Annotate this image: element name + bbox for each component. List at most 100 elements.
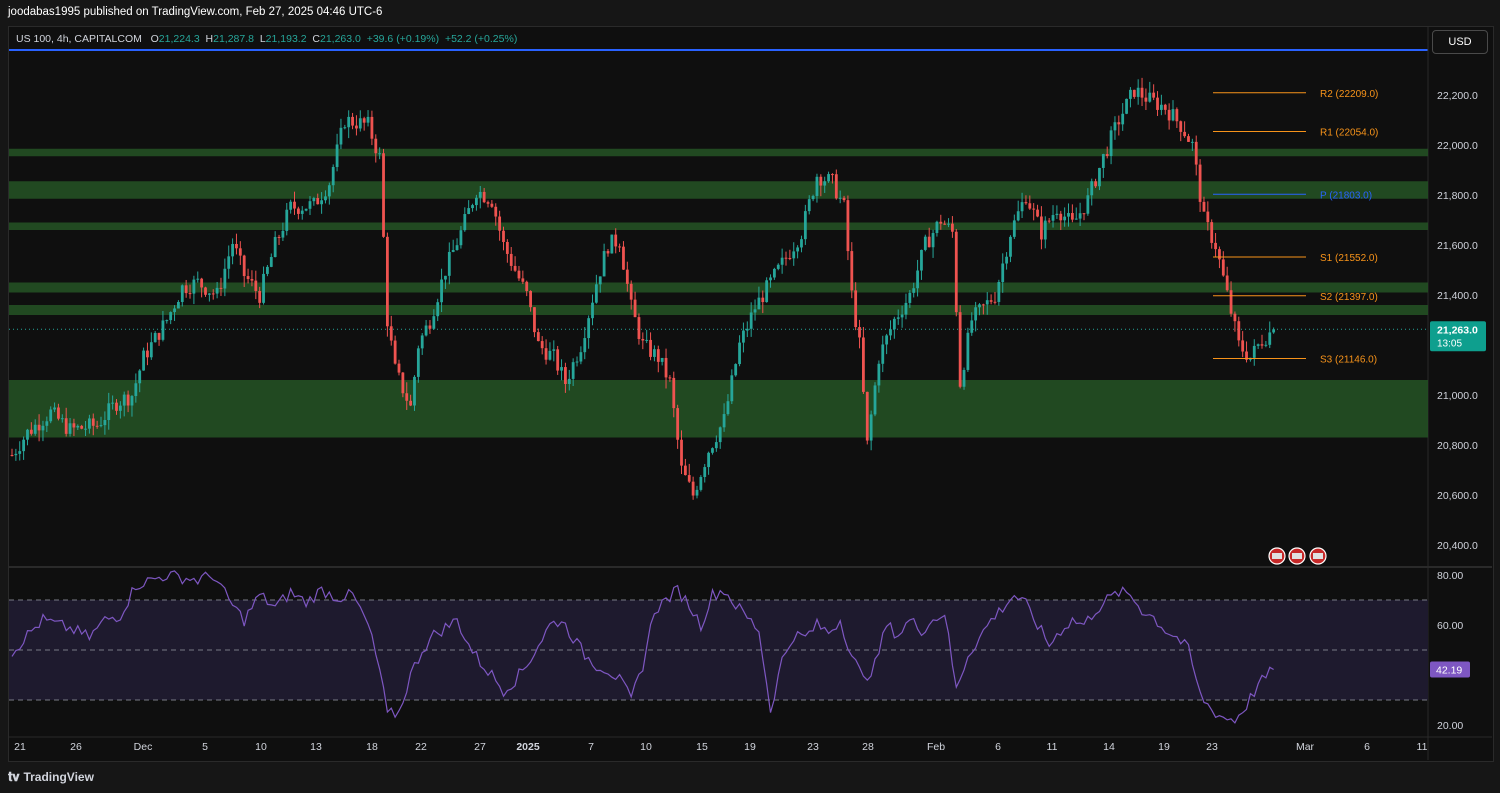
time-tick-label: 10 — [255, 741, 267, 753]
us-flag-stripe-icon — [1292, 553, 1302, 559]
candle-body — [714, 442, 718, 449]
candle-body — [246, 276, 250, 280]
candle-body — [26, 429, 29, 440]
candle-body — [1264, 344, 1268, 346]
candle-body — [970, 320, 974, 333]
candle-body — [374, 138, 378, 154]
candle-body — [122, 394, 126, 406]
candle-body — [1175, 109, 1179, 122]
high-label: H — [205, 33, 214, 45]
candle-body — [1121, 113, 1125, 125]
candle-body — [923, 236, 927, 250]
candle-body — [823, 181, 827, 186]
tradingview-brand: TradingView — [23, 770, 94, 784]
candle-body — [1198, 164, 1202, 202]
candle-body — [482, 191, 486, 203]
candle-body — [88, 418, 91, 429]
price-tick-label: 20,800.0 — [1437, 440, 1478, 452]
candle-body — [424, 325, 428, 336]
price-tick-label: 21,600.0 — [1437, 240, 1478, 252]
candle-body — [1206, 211, 1210, 223]
candle-body — [22, 439, 26, 452]
candle-body — [974, 307, 978, 321]
symbol-legend: US 100, 4h, CAPITALCOM O21,224.3 H21,287… — [16, 33, 517, 45]
candle-body — [204, 287, 207, 295]
candle-body — [978, 304, 981, 308]
candle-body — [173, 308, 176, 313]
candle-body — [1163, 104, 1167, 110]
candle-body — [1129, 89, 1132, 99]
time-tick-label: 18 — [366, 741, 378, 753]
support-resistance-zone — [9, 380, 1428, 438]
candle-body — [1117, 122, 1121, 125]
candle-body — [126, 394, 130, 406]
candle-body — [772, 268, 776, 278]
candle-body — [1043, 220, 1047, 240]
candle-body — [521, 278, 525, 282]
candle-body — [300, 210, 304, 214]
candle-body — [556, 349, 560, 371]
candle-body — [153, 332, 157, 343]
candle-body — [157, 332, 161, 340]
candle-body — [118, 405, 122, 411]
time-tick-label: Feb — [927, 741, 945, 753]
candle-body — [668, 377, 672, 379]
candle-body — [432, 316, 436, 329]
support-resistance-zone — [9, 148, 1428, 157]
candle-body — [1074, 218, 1078, 220]
candle-body — [413, 376, 416, 406]
candle-body — [223, 268, 227, 289]
support-resistance-zone — [9, 222, 1428, 230]
candle-body — [722, 414, 726, 428]
candle-body — [486, 202, 490, 204]
candle-body — [409, 400, 413, 406]
symbol-name[interactable]: US 100, 4h, CAPITALCOM — [16, 33, 142, 45]
candle-body — [467, 208, 471, 215]
candle-body — [494, 206, 498, 217]
candle-body — [370, 116, 374, 139]
candle-body — [343, 127, 347, 129]
candle-body — [1237, 321, 1241, 341]
candle-body — [266, 266, 269, 274]
candle-body — [699, 477, 703, 490]
candle-body — [1059, 213, 1063, 221]
candle-body — [99, 425, 103, 427]
time-tick-label: 11 — [1047, 741, 1058, 753]
candle-body — [525, 281, 529, 292]
candle-body — [416, 348, 420, 377]
candle-body — [1125, 98, 1128, 114]
candle-body — [1144, 97, 1148, 102]
candle-body — [776, 264, 780, 269]
candle-body — [966, 332, 970, 370]
candle-body — [610, 234, 614, 254]
currency-button[interactable]: USD — [1432, 30, 1488, 54]
price-tick-label: 20,400.0 — [1437, 540, 1478, 552]
candle-body — [985, 300, 989, 305]
candle-body — [548, 350, 552, 360]
candle-body — [1063, 216, 1067, 221]
candle-body — [509, 253, 513, 266]
candle-body — [1005, 256, 1008, 264]
candle-timer: 13:05 — [1437, 338, 1462, 349]
candle-body — [273, 236, 277, 258]
candle-body — [115, 402, 118, 411]
candle-body — [91, 418, 95, 426]
candle-body — [1020, 202, 1024, 212]
price-tick-label: 22,200.0 — [1437, 90, 1478, 102]
price-tick-label: 21,800.0 — [1437, 190, 1478, 202]
candle-body — [161, 320, 165, 340]
candle-body — [1001, 263, 1005, 282]
time-tick-label: 5 — [202, 741, 208, 753]
candle-body — [103, 420, 107, 426]
rsi-line — [11, 570, 1274, 724]
candle-body — [444, 275, 447, 280]
candle-body — [10, 455, 14, 456]
time-tick-label: 13 — [310, 741, 322, 753]
candle-body — [567, 378, 571, 385]
candle-body — [180, 285, 184, 302]
candle-body — [76, 425, 80, 428]
candle-body — [676, 408, 680, 440]
candle-body — [80, 425, 84, 429]
open-value: 21,224.3 — [158, 33, 200, 45]
